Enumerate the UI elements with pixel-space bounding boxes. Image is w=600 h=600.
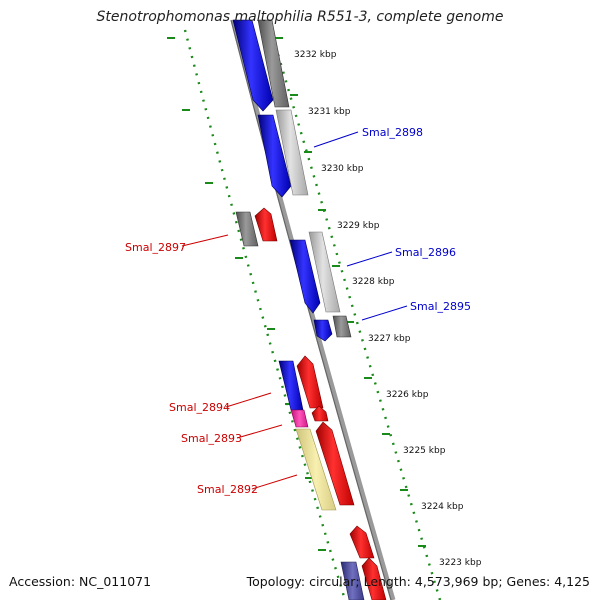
- tick-label: 3231 kbp: [308, 107, 351, 117]
- gene-label-smal-2894[interactable]: Smal_2894: [169, 401, 230, 414]
- gene-cds-gray[interactable]: [257, 19, 290, 108]
- gene-cds-red[interactable]: [349, 525, 375, 559]
- gene-cds-red[interactable]: [361, 557, 387, 600]
- tick-label: 3227 kbp: [368, 334, 411, 344]
- gene-cds-purple[interactable]: [340, 561, 365, 600]
- gene-smal-2898[interactable]: [257, 114, 292, 198]
- leader-line: [225, 392, 272, 408]
- gene-cds-gray[interactable]: [235, 211, 259, 247]
- tick-label: 3224 kbp: [421, 502, 464, 512]
- gene-label-smal-2896[interactable]: Smal_2896: [395, 246, 456, 259]
- gene-cds-red[interactable]: [296, 355, 324, 409]
- tick-label: 3230 kbp: [321, 164, 364, 174]
- ruler-line-right: [266, 19, 442, 600]
- gene-smal-2892[interactable]: [295, 428, 337, 511]
- topology-text: Topology: circular; Length: 4,573,969 bp…: [246, 574, 590, 589]
- gene-cds-lightgray[interactable]: [275, 109, 309, 196]
- leader-line: [361, 305, 408, 321]
- tick-label: 3228 kbp: [352, 277, 395, 287]
- gene-label-smal-2892[interactable]: Smal_2892: [197, 483, 258, 496]
- gene-label-smal-2897[interactable]: Smal_2897: [125, 241, 186, 254]
- gene-label-smal-2898[interactable]: Smal_2898: [362, 126, 423, 139]
- gene-label-smal-2895[interactable]: Smal_2895: [410, 300, 471, 313]
- accession-text: Accession: NC_011071: [9, 574, 152, 589]
- leader-line: [236, 424, 283, 439]
- tick-label: 3232 kbp: [294, 50, 337, 60]
- leader-line: [181, 234, 229, 247]
- ruler-line-left: [183, 29, 347, 600]
- gene-cds-lightgray[interactable]: [308, 231, 341, 313]
- gene-cds-red[interactable]: [315, 421, 355, 506]
- leader-line: [346, 251, 393, 267]
- tick-label: 3229 kbp: [337, 221, 380, 231]
- tick-label: 3223 kbp: [439, 558, 482, 568]
- gene-label-smal-2893[interactable]: Smal_2893: [181, 432, 242, 445]
- gene-cds-red[interactable]: [311, 405, 329, 422]
- gene-smal-2895[interactable]: [313, 319, 333, 342]
- gene-smal-2893[interactable]: [290, 409, 309, 428]
- leader-line: [313, 131, 359, 148]
- gene-cds-gray[interactable]: [332, 315, 352, 338]
- gene-smal-2896[interactable]: [289, 239, 321, 314]
- gene-cds-blue[interactable]: [232, 19, 274, 112]
- ruler-ticks: [167, 37, 426, 551]
- tick-label: 3225 kbp: [403, 446, 446, 456]
- gene-smal-2897[interactable]: [254, 207, 278, 242]
- tick-label: 3226 kbp: [386, 390, 429, 400]
- leader-line: [251, 474, 298, 490]
- map-title: Stenotrophomonas maltophilia R551-3, com…: [96, 9, 504, 25]
